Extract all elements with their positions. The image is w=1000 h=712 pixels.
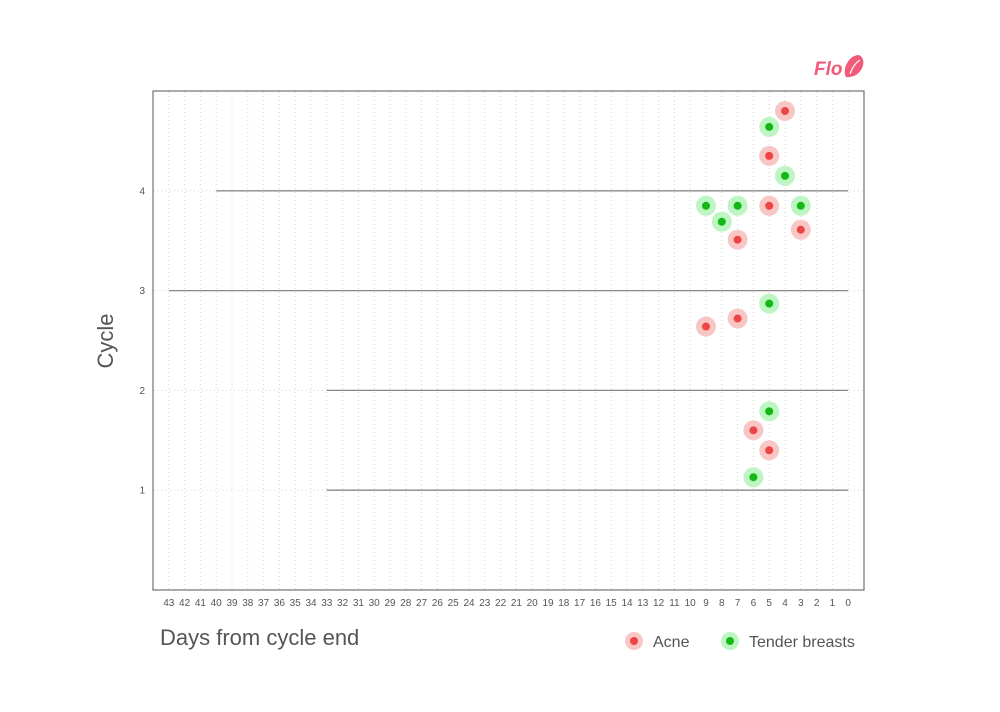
x-tick-label: 19 bbox=[542, 598, 554, 609]
x-tick-label: 15 bbox=[606, 598, 618, 609]
acne-point bbox=[733, 314, 742, 323]
acne-point bbox=[765, 446, 774, 455]
x-tick-label: 16 bbox=[590, 598, 602, 609]
x-tick-label: 0 bbox=[845, 598, 851, 609]
x-tick-label: 34 bbox=[305, 598, 317, 609]
x-tick-label: 5 bbox=[766, 598, 772, 609]
legend-acne-marker bbox=[630, 637, 638, 645]
x-gridlines bbox=[168, 92, 849, 589]
acne-point bbox=[765, 151, 774, 160]
brand-logo: Flo bbox=[814, 55, 864, 80]
x-tick-label: 11 bbox=[669, 598, 680, 609]
y-axis-title: Cycle bbox=[93, 313, 118, 368]
flo-logo-icon-vein bbox=[849, 59, 861, 75]
tender-breasts-point bbox=[749, 473, 758, 482]
x-tick-label: 14 bbox=[621, 598, 633, 609]
x-tick-label: 25 bbox=[448, 598, 460, 609]
plot-area bbox=[152, 90, 865, 591]
x-tick-label: 38 bbox=[242, 598, 254, 609]
acne-point bbox=[702, 322, 710, 331]
x-tick-label: 3 bbox=[798, 598, 804, 609]
y-tick-label: 3 bbox=[139, 286, 145, 297]
tender-breasts-point bbox=[781, 171, 789, 180]
x-tick-label: 40 bbox=[211, 598, 223, 609]
x-tick-label: 4 bbox=[782, 598, 788, 609]
tender-breasts-point bbox=[765, 299, 774, 308]
x-tick-label: 36 bbox=[274, 598, 286, 609]
x-tick-label: 10 bbox=[685, 598, 697, 609]
acne-point bbox=[765, 201, 774, 210]
x-tick-label: 6 bbox=[751, 598, 757, 609]
x-tick-label: 35 bbox=[290, 598, 302, 609]
x-tick-label: 32 bbox=[337, 598, 349, 609]
tender-breasts-point bbox=[702, 201, 710, 210]
x-tick-label: 9 bbox=[703, 598, 709, 609]
brand-name: Flo bbox=[814, 59, 843, 80]
acne-point bbox=[733, 235, 742, 244]
x-tick-label: 24 bbox=[463, 598, 475, 609]
cycle-lines bbox=[168, 190, 849, 491]
x-tick-label: 26 bbox=[432, 598, 444, 609]
legend-item-tender-breasts: Tender breasts bbox=[721, 632, 855, 651]
x-tick-label: 21 bbox=[511, 598, 523, 609]
x-tick-label: 27 bbox=[416, 598, 428, 609]
x-tick-label: 43 bbox=[163, 598, 175, 609]
x-tick-label: 1 bbox=[830, 598, 836, 609]
x-tick-label: 8 bbox=[719, 598, 725, 609]
x-tick-label: 18 bbox=[558, 598, 570, 609]
tender-breasts-point bbox=[765, 407, 774, 416]
x-tick-label: 29 bbox=[384, 598, 396, 609]
tender-breasts-point bbox=[796, 201, 805, 210]
tender-breasts-point bbox=[717, 217, 726, 226]
y-tick-labels: 1 2 3 4 bbox=[139, 186, 145, 496]
x-tick-label: 33 bbox=[321, 598, 333, 609]
x-tick-labels: 43 42 41 40 39 38 37 36 35 34 33 32 31 30 29 28 27 26 25 24… bbox=[163, 598, 851, 609]
x-tick-label: 37 bbox=[258, 598, 270, 609]
x-tick-label: 12 bbox=[653, 598, 665, 609]
legend-tender-breasts-label: Tender breasts bbox=[749, 634, 855, 651]
legend-acne-label: Acne bbox=[653, 634, 690, 651]
x-tick-label: 23 bbox=[479, 598, 491, 609]
x-tick-label: 22 bbox=[495, 598, 507, 609]
x-tick-label: 39 bbox=[226, 598, 238, 609]
y-tick-label: 2 bbox=[139, 386, 145, 397]
y-tick-label: 1 bbox=[139, 486, 145, 497]
x-axis-title: Days from cycle end bbox=[160, 625, 359, 650]
x-tick-label: 30 bbox=[369, 598, 381, 609]
acne-point bbox=[781, 106, 789, 115]
legend: Acne Tender breasts bbox=[625, 632, 855, 651]
x-tick-label: 42 bbox=[179, 598, 191, 609]
legend-item-acne: Acne bbox=[625, 632, 690, 651]
tender-breasts-point bbox=[765, 122, 774, 131]
acne-point bbox=[796, 225, 805, 234]
tender-breasts-point bbox=[733, 201, 742, 210]
x-tick-label: 7 bbox=[735, 598, 741, 609]
x-tick-label: 13 bbox=[637, 598, 649, 609]
x-tick-label: 28 bbox=[400, 598, 412, 609]
y-tick-label: 4 bbox=[139, 186, 145, 197]
data-points bbox=[696, 100, 811, 488]
x-tick-label: 31 bbox=[353, 598, 365, 609]
x-tick-label: 2 bbox=[814, 598, 820, 609]
acne-point bbox=[749, 426, 758, 435]
x-tick-label: 17 bbox=[574, 598, 586, 609]
x-tick-label: 20 bbox=[527, 598, 539, 609]
x-tick-label: 41 bbox=[195, 598, 207, 609]
legend-tender-breasts-marker bbox=[726, 637, 734, 645]
